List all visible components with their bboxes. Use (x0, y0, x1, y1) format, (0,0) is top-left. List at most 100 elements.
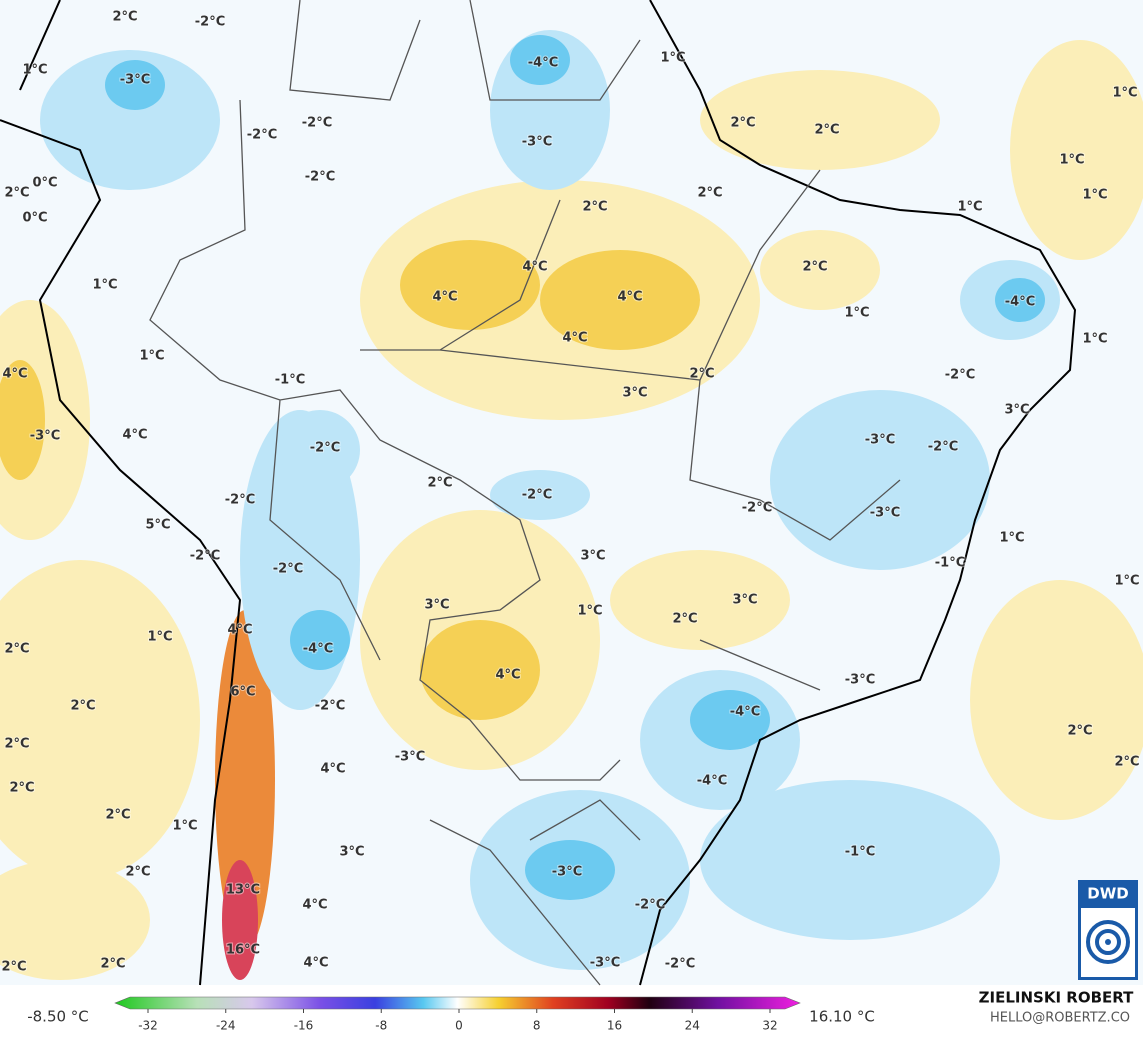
colorbar-tick-label: -16 (294, 1019, 314, 1033)
contour-label: 16°C (226, 943, 260, 958)
colorbar-tick-label: 0 (455, 1019, 463, 1033)
contour-label: 3°C (424, 598, 449, 613)
contour-label: 1°C (957, 200, 982, 215)
colorbar-tick-label: -24 (216, 1019, 236, 1033)
contour-label: -4°C (1005, 295, 1035, 310)
contour-label: 4°C (227, 623, 252, 638)
colorbar-min: -8.50 °C (27, 1008, 89, 1026)
contour-label: 2°C (689, 367, 714, 382)
contour-label: 0°C (22, 211, 47, 226)
contour-label: 2°C (697, 186, 722, 201)
contour-label: 3°C (339, 845, 364, 860)
contour-label: 2°C (125, 865, 150, 880)
contour-label: 4°C (495, 668, 520, 683)
contour-labels: 2°C -2°C 1°C -3°C -4°C 1°C 1°C 2°C 2°C -3°C -2°C -2… (0, 9, 1140, 976)
map-background (0, 0, 1143, 986)
contour-label: 1°C (139, 349, 164, 364)
contour-label: 4°C (562, 331, 587, 346)
contour-label: -3°C (395, 750, 425, 765)
contour-label: -2°C (945, 368, 975, 383)
logo-text: DWD (1087, 885, 1128, 903)
contour-label: -2°C (315, 699, 345, 714)
contour-label: 1°C (577, 604, 602, 619)
contour-label: -1°C (935, 556, 965, 571)
contour-label: 1°C (172, 819, 197, 834)
contour-label: -2°C (928, 440, 958, 455)
contour-label: 4°C (303, 956, 328, 971)
contour-label: -3°C (522, 135, 552, 150)
contour-label: 1°C (844, 306, 869, 321)
contour-label: 1°C (22, 63, 47, 78)
contour-label: -4°C (303, 642, 333, 657)
contour-label: -2°C (302, 116, 332, 131)
contour-label: 3°C (580, 549, 605, 564)
contour-label: -3°C (30, 429, 60, 444)
contour-label: -2°C (665, 957, 695, 972)
contour-label: 2°C (4, 186, 29, 201)
contour-label: 1°C (1059, 153, 1084, 168)
colorbar-tick-label: 24 (685, 1019, 700, 1033)
contour-label: -2°C (190, 549, 220, 564)
colorbar-tick-label: 32 (762, 1019, 777, 1033)
contour-label: 6°C (230, 685, 255, 700)
contour-label: 2°C (814, 123, 839, 138)
contour-label: -2°C (310, 441, 340, 456)
contour-label: -2°C (247, 128, 277, 143)
contour-label: -3°C (845, 673, 875, 688)
colorbar-max: 16.10 °C (809, 1008, 875, 1026)
contour-label: -3°C (590, 956, 620, 971)
contour-label: 2°C (672, 612, 697, 627)
contour-label: 1°C (1082, 188, 1107, 203)
contour-label: -4°C (697, 774, 727, 789)
contour-label: -3°C (120, 73, 150, 88)
colorbar-tick-label: -32 (138, 1019, 158, 1033)
contour-label: 3°C (1004, 403, 1029, 418)
contour-label: -4°C (730, 705, 760, 720)
contour-label: 3°C (622, 386, 647, 401)
contour-label: 2°C (9, 781, 34, 796)
contour-label: -2°C (195, 15, 225, 30)
contour-label: -2°C (225, 493, 255, 508)
contour-label: 1°C (1112, 86, 1137, 101)
contour-label: 2°C (1, 960, 26, 975)
colorbar: -8.50 °C 16.10 °C -32 -24 -16 -8 0 8 16 24 32 (27, 996, 875, 1033)
contour-label: 0°C (32, 176, 57, 191)
contour-label: 4°C (122, 428, 147, 443)
contour-label: -4°C (528, 56, 558, 71)
contour-label: 3°C (732, 593, 757, 608)
contour-label: 2°C (1067, 724, 1092, 739)
contour-label: 2°C (582, 200, 607, 215)
contour-label: -2°C (742, 501, 772, 516)
contour-label: 2°C (4, 642, 29, 657)
contour-label: 1°C (147, 630, 172, 645)
contour-label: 1°C (660, 51, 685, 66)
contact: HELLO@ROBERTZ.CO (990, 1011, 1130, 1026)
contour-label: -2°C (273, 562, 303, 577)
contour-label: 1°C (1082, 332, 1107, 347)
contour-label: 1°C (999, 531, 1024, 546)
colorbar-tick-label: 16 (607, 1019, 622, 1033)
contour-label: 2°C (100, 957, 125, 972)
contour-label: 4°C (320, 762, 345, 777)
contour-label: -2°C (305, 170, 335, 185)
colorbar-tick-label: 8 (533, 1019, 541, 1033)
colorbar-scale (114, 996, 801, 1010)
contour-label: 2°C (4, 737, 29, 752)
dwd-logo: DWD (1078, 880, 1138, 980)
contour-label: -3°C (552, 865, 582, 880)
contour-label: -2°C (522, 488, 552, 503)
contour-label: 4°C (302, 898, 327, 913)
contour-label: 2°C (70, 699, 95, 714)
contour-label: 2°C (112, 10, 137, 25)
contour-label: -3°C (870, 506, 900, 521)
colorbar-tick-label: -8 (375, 1019, 387, 1033)
author: ZIELINSKI ROBERT (979, 989, 1134, 1007)
contour-label: 1°C (92, 278, 117, 293)
contour-label: 2°C (1114, 755, 1139, 770)
contour-label: 4°C (522, 260, 547, 275)
contour-label: -1°C (275, 373, 305, 388)
contour-label: 1°C (1114, 574, 1139, 589)
contour-label: 4°C (2, 367, 27, 382)
contour-label: 2°C (730, 116, 755, 131)
contour-label: -3°C (865, 433, 895, 448)
